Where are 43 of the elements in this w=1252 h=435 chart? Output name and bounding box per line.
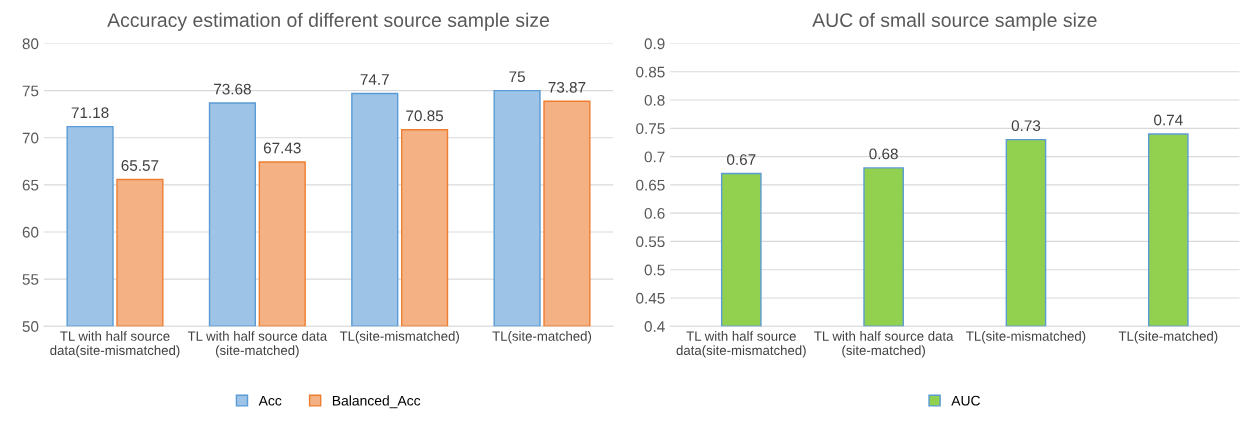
x-tick-label: TL with half source data (site-matched)	[187, 331, 328, 358]
x-tick-label: TL with half source data(site-mismatched)	[676, 331, 806, 358]
chart-title: AUC of small source sample size	[812, 12, 1097, 31]
legend-label: Balanced_Acc	[332, 395, 421, 409]
y-tick-label: 0.75	[636, 123, 665, 135]
data-label: 70.85	[406, 110, 444, 122]
x-tick-label: TL with half source data(site-mismatched)	[50, 331, 180, 358]
data-label: 0.73	[1011, 120, 1041, 132]
y-tick-label: 0.9	[644, 38, 665, 50]
data-label: 75	[509, 71, 525, 83]
data-label: 0.74	[1154, 114, 1183, 126]
x-tick-label: TL(site-matched)	[492, 331, 592, 344]
y-tick-label: 0.6	[644, 208, 665, 219]
y-tick-label: 0.4	[644, 321, 665, 332]
y-tick-label: 60	[22, 226, 39, 238]
data-label: 67.43	[263, 142, 301, 154]
data-label: 0.68	[869, 148, 898, 160]
y-tick-label: 0.85	[636, 66, 665, 78]
data-label: 73.68	[214, 83, 251, 95]
y-tick-label: 0.8	[644, 94, 665, 106]
y-tick-label: 0.5	[644, 264, 665, 276]
data-label: 65.57	[121, 160, 159, 171]
data-label: 73.87	[548, 81, 586, 93]
y-tick-label: 80	[22, 38, 39, 50]
x-tick-label: TL with half source data (site-matched)	[814, 331, 954, 358]
x-tick-label: TL(site-mismatched)	[339, 331, 459, 344]
chart-title: Accuracy estimation of different source sample size	[107, 12, 550, 31]
legend-label: AUC	[951, 395, 981, 406]
y-tick-label: 50	[22, 321, 39, 332]
y-tick-label: 65	[22, 179, 39, 191]
data-label: 0.67	[727, 154, 756, 165]
legend-label: Acc	[258, 395, 282, 406]
y-tick-label: 0.45	[636, 292, 665, 304]
y-tick-label: 0.55	[636, 236, 665, 248]
y-tick-label: 75	[22, 85, 39, 97]
x-tick-label: TL(site-matched)	[1118, 331, 1218, 344]
y-tick-label: 70	[22, 132, 39, 144]
data-label: 71.18	[71, 107, 109, 119]
x-tick-label: TL(site-mismatched)	[966, 331, 1086, 344]
y-tick-label: 0.7	[644, 151, 665, 163]
data-label: 74.7	[360, 74, 389, 85]
y-tick-label: 55	[22, 274, 39, 285]
y-tick-label: 0.65	[636, 179, 665, 191]
